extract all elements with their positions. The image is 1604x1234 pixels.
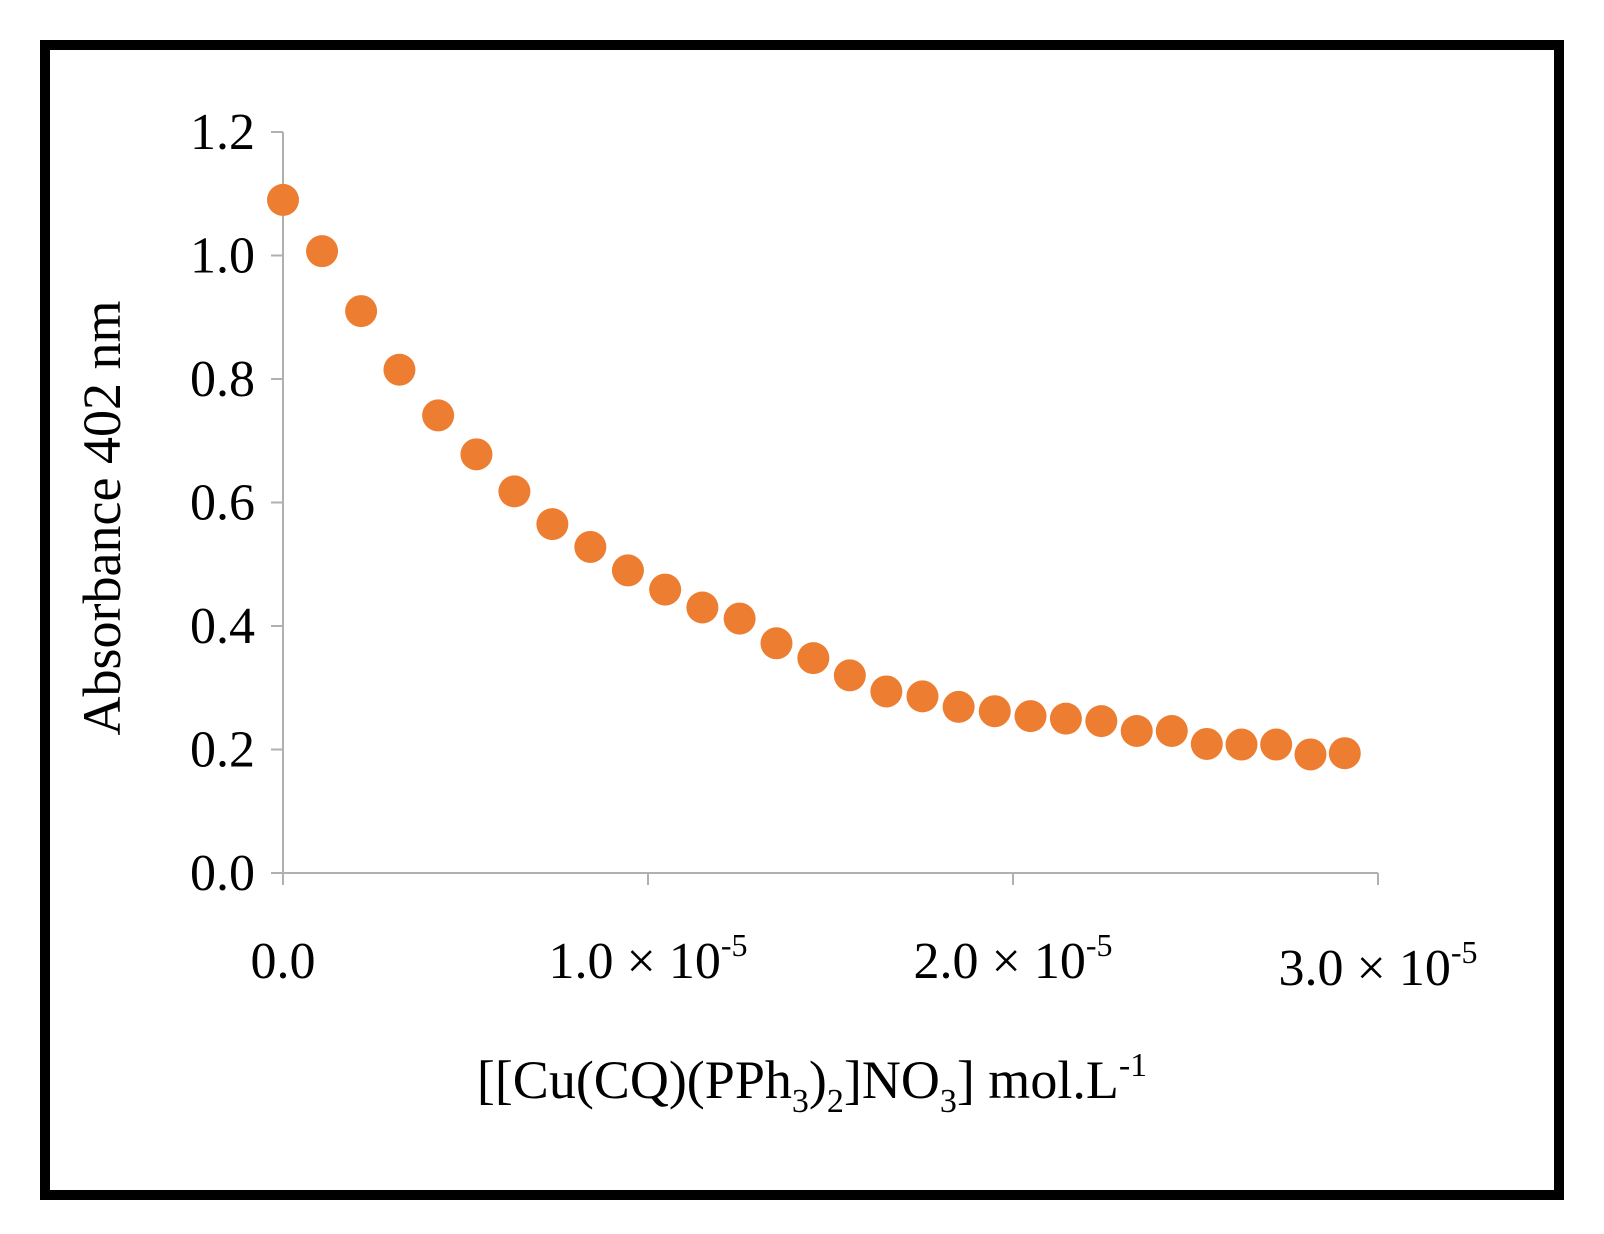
x-tick-label: 2.0 × 10-5	[914, 927, 1113, 990]
data-point	[686, 591, 719, 624]
x-tick-exponent: -5	[1451, 934, 1478, 970]
y-tick-label: 0.8	[190, 351, 255, 408]
x-axis-title-part: [[Cu(CQ)(PPh	[477, 1050, 792, 1110]
data-point	[906, 680, 939, 713]
data-point	[306, 235, 339, 268]
x-tick-label: 1.0 × 10-5	[549, 927, 748, 990]
data-point	[498, 475, 531, 508]
data-point	[383, 353, 416, 386]
data-point	[1155, 714, 1188, 747]
y-tick-label: 1.0	[190, 228, 255, 285]
x-axis-ticks: 0.0 1.0 × 10-5 2.0 × 10-5 3.0 × 10-5	[251, 873, 1478, 997]
y-axis-title: Absorbance 402 nm	[72, 301, 132, 736]
x-axis-title-part: 2	[827, 1083, 844, 1120]
data-point	[611, 554, 644, 587]
axes	[282, 132, 1378, 874]
x-axis-title-part: 3	[792, 1083, 809, 1120]
data-point	[1120, 714, 1153, 747]
data-point	[1294, 738, 1327, 771]
x-axis-title-part: )	[809, 1050, 827, 1110]
x-tick-mantissa: 3.0 × 10	[1279, 940, 1451, 997]
x-tick-exponent: -5	[721, 927, 748, 963]
data-point	[422, 399, 455, 432]
x-axis-title-part: ]NO	[844, 1050, 940, 1110]
data-point	[723, 602, 756, 635]
data-points	[267, 183, 1361, 771]
data-point	[978, 695, 1011, 728]
data-point	[1328, 737, 1361, 770]
data-point	[267, 183, 299, 216]
data-point	[1014, 700, 1047, 733]
y-tick-label: 0.2	[190, 722, 255, 779]
y-tick-label: 0.0	[190, 845, 255, 902]
y-tick-label: 1.2	[190, 104, 255, 161]
data-point	[1260, 728, 1293, 761]
data-point	[1190, 727, 1223, 760]
figure-frame	[40, 40, 1564, 1200]
data-point	[1225, 728, 1258, 761]
data-point	[1049, 702, 1082, 735]
x-tick-label: 0.0	[251, 933, 316, 990]
data-point	[1085, 705, 1118, 738]
x-tick-label: 3.0 × 10-5	[1279, 934, 1478, 997]
x-tick-exponent: -5	[1086, 927, 1113, 963]
data-point	[536, 508, 569, 541]
x-axis-title-part: -1	[1119, 1047, 1147, 1084]
y-axis-ticks: 0.0 0.2 0.4 0.6 0.8 1.0 1.2	[190, 104, 283, 902]
x-tick-mantissa: 2.0 × 10	[914, 933, 1086, 990]
x-tick-mantissa: 1.0 × 10	[549, 933, 721, 990]
y-tick-label: 0.6	[190, 475, 255, 532]
data-point	[574, 530, 607, 563]
x-axis-title: [[Cu(CQ)(PPh3)2]NO3] mol.L-1	[477, 1047, 1147, 1120]
data-point	[649, 573, 682, 606]
x-tick-mantissa: 0.0	[251, 933, 316, 990]
data-point	[760, 627, 793, 660]
data-point	[797, 642, 830, 675]
data-point	[942, 690, 975, 723]
data-point	[345, 295, 378, 328]
y-tick-label: 0.4	[190, 598, 255, 655]
x-axis-title-part: ] mol.L	[957, 1050, 1119, 1110]
data-point	[833, 659, 866, 692]
data-point	[870, 675, 903, 708]
x-axis-title-part: 3	[940, 1083, 957, 1120]
data-point	[460, 438, 493, 471]
